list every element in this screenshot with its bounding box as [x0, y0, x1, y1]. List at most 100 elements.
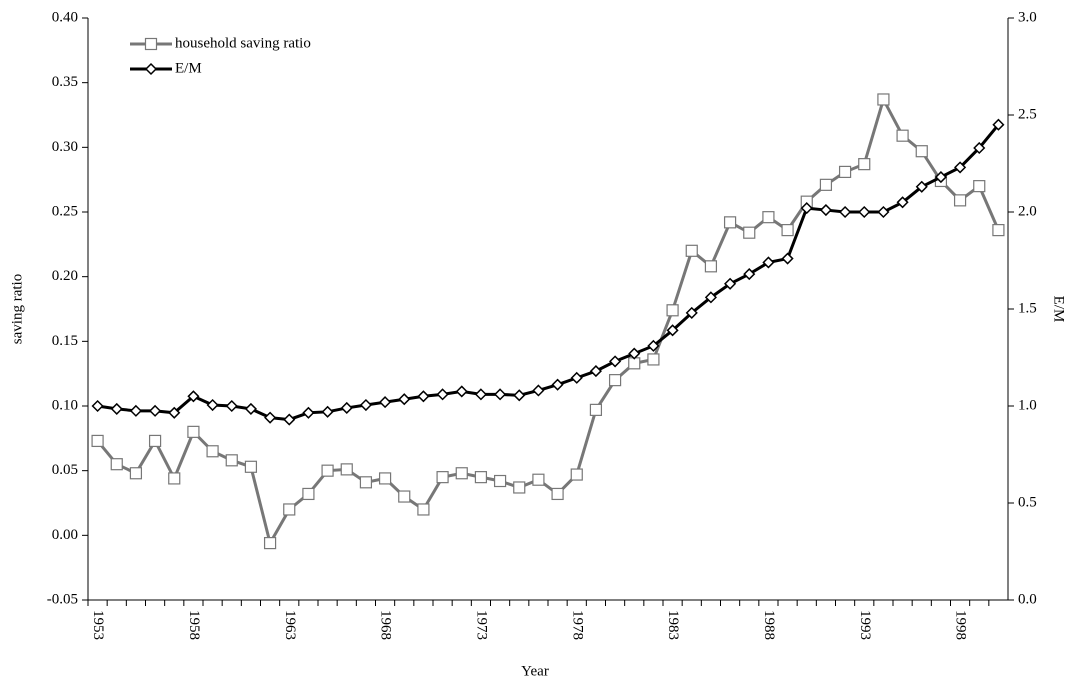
data-point — [992, 118, 1005, 131]
data-point — [321, 464, 334, 477]
data-point — [666, 324, 679, 337]
data-point — [168, 472, 181, 485]
legend-label: E/M — [175, 60, 202, 76]
y-tick-label: 0.15 — [52, 333, 78, 349]
data-point — [493, 474, 507, 488]
data-point — [896, 196, 909, 209]
data-point — [800, 202, 813, 215]
data-point — [551, 487, 564, 501]
y-tick-label: 0.40 — [52, 9, 78, 25]
data-point — [91, 434, 104, 448]
data-point — [743, 268, 756, 281]
data-point — [589, 403, 603, 416]
x-tick-label: 1998 — [953, 610, 969, 640]
y-tick-label: 0.30 — [52, 139, 78, 155]
y2-tick-label: 0.5 — [1018, 494, 1037, 510]
data-point — [877, 93, 890, 106]
data-point — [992, 224, 1005, 237]
data-point — [168, 406, 181, 419]
x-tick-label: 1953 — [90, 610, 106, 640]
data-point — [647, 339, 660, 352]
data-point — [532, 473, 545, 486]
data-point — [321, 405, 334, 418]
data-point — [244, 402, 257, 415]
data-point — [532, 384, 545, 397]
data-point — [570, 371, 583, 384]
data-point — [953, 194, 967, 207]
data-point — [570, 468, 583, 481]
y-tick-label: 0.25 — [52, 203, 78, 219]
data-point — [148, 434, 162, 448]
data-point — [455, 385, 468, 398]
data-point — [838, 165, 852, 179]
data-point — [858, 205, 871, 219]
data-point — [628, 347, 641, 360]
data-point — [398, 393, 411, 406]
data-point — [877, 205, 890, 219]
y2-tick-label: 0.0 — [1018, 591, 1037, 607]
data-point — [608, 374, 622, 387]
data-point — [819, 203, 832, 217]
y-tick-label: 0.10 — [52, 397, 78, 413]
data-point — [110, 458, 123, 471]
data-point — [417, 503, 430, 516]
legend-label: household saving ratio — [175, 35, 311, 51]
data-point — [283, 503, 296, 516]
data-point — [934, 171, 947, 184]
data-point — [129, 467, 143, 480]
data-point — [436, 388, 449, 401]
y2-tick-label: 2.0 — [1018, 203, 1037, 219]
y-tick-label: 0.00 — [52, 527, 78, 543]
data-point — [206, 398, 219, 412]
y-tick-label: -0.05 — [47, 591, 78, 607]
data-point — [743, 226, 756, 239]
data-point — [417, 390, 430, 403]
data-point — [264, 411, 277, 424]
x-tick-label: 1993 — [857, 610, 873, 640]
data-point — [340, 401, 353, 415]
data-point — [244, 460, 258, 473]
data-point — [455, 467, 468, 480]
x-tick-label: 1983 — [665, 610, 681, 640]
legend-marker — [144, 37, 158, 51]
data-point — [359, 476, 373, 489]
data-point — [398, 490, 411, 503]
data-point — [379, 396, 392, 409]
data-point — [666, 304, 679, 317]
data-point — [973, 141, 986, 155]
y-axis-label: saving ratio — [9, 274, 25, 344]
data-point — [915, 145, 928, 158]
data-point — [723, 216, 737, 229]
x-tick-label: 1973 — [473, 610, 489, 640]
data-point — [110, 402, 123, 415]
data-point — [762, 256, 775, 269]
data-point — [187, 425, 200, 438]
data-point — [589, 365, 602, 378]
data-point — [302, 406, 315, 419]
data-point — [91, 399, 104, 413]
data-point — [704, 291, 717, 304]
data-point — [302, 487, 315, 501]
data-point — [149, 404, 162, 417]
data-point — [225, 399, 238, 413]
x-tick-label: 1988 — [761, 610, 777, 640]
y2-tick-label: 2.5 — [1018, 106, 1037, 122]
y-tick-label: 0.05 — [52, 462, 78, 478]
data-point — [781, 224, 794, 237]
data-point — [724, 277, 737, 290]
data-point — [263, 536, 277, 550]
data-point — [915, 180, 928, 193]
data-point — [685, 244, 698, 257]
x-tick-label: 1968 — [378, 610, 394, 640]
data-point — [206, 445, 219, 458]
data-point — [973, 180, 986, 193]
data-point — [704, 260, 718, 273]
data-point — [513, 481, 526, 494]
y2-tick-label: 1.5 — [1018, 300, 1037, 316]
y2-axis-label: E/M — [1051, 296, 1067, 323]
x-tick-label: 1978 — [569, 610, 585, 640]
x-axis-label: Year — [521, 663, 549, 679]
x-tick-label: 1958 — [186, 610, 202, 640]
y-tick-label: 0.20 — [52, 268, 78, 284]
